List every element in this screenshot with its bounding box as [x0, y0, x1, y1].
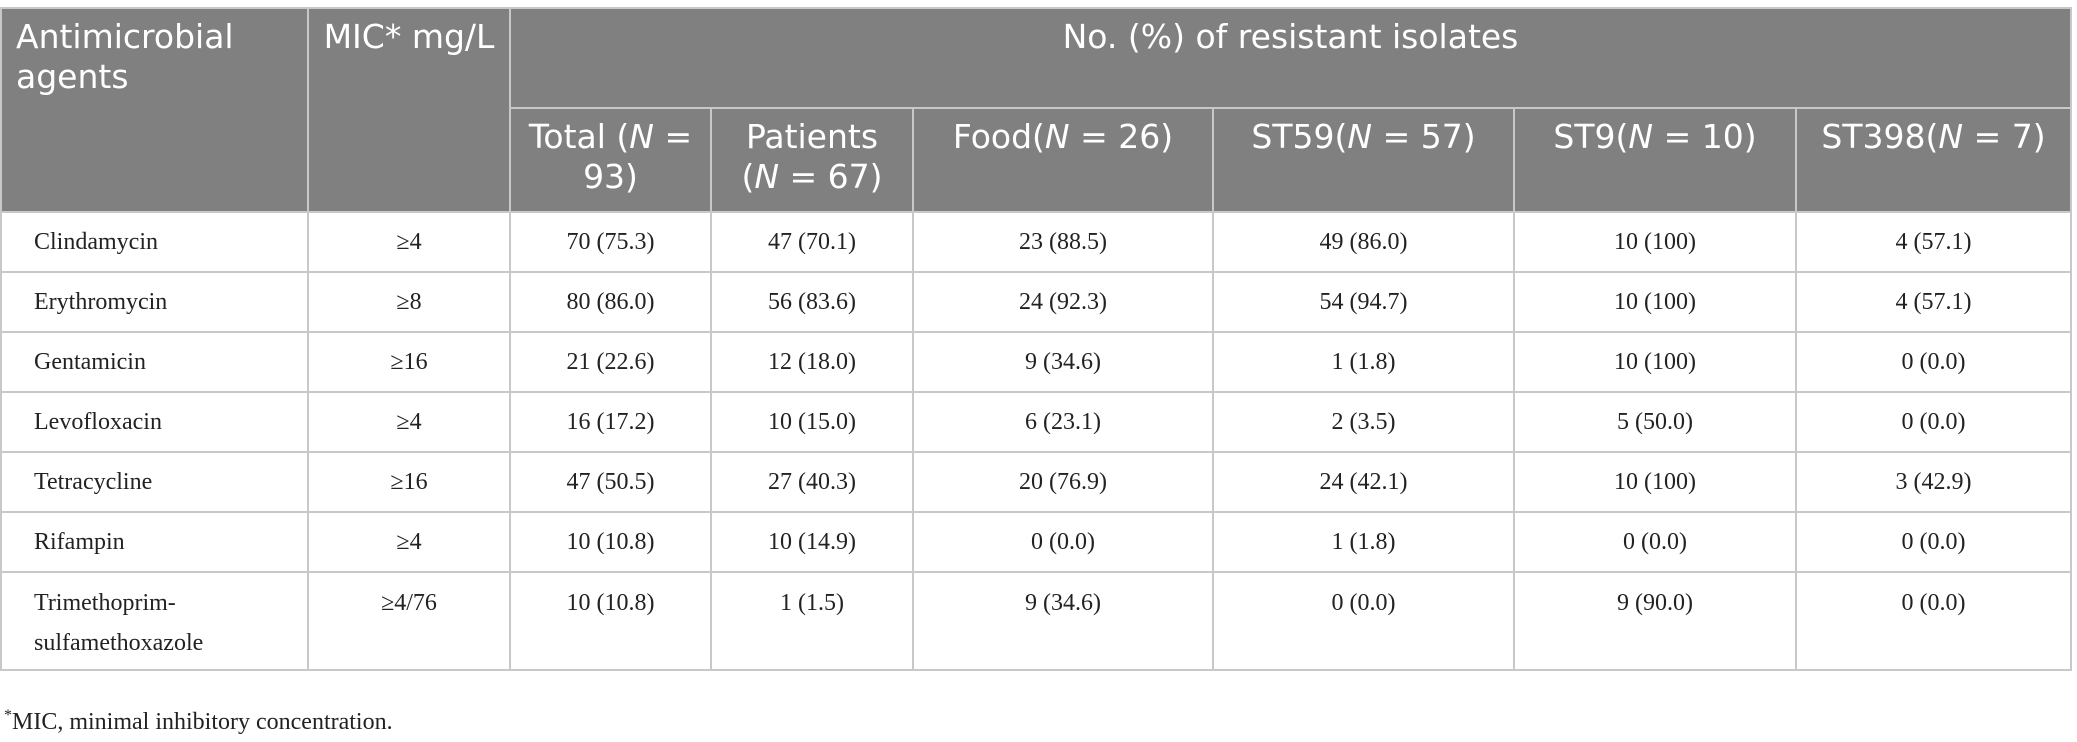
table-row: Levofloxacin ≥4 16 (17.2) 10 (15.0) 6 (23.1)…	[0, 391, 2072, 453]
table-row: Trimethoprim-sulfamethoxazole ≥4/76 10 (10…	[0, 571, 2072, 671]
count-cell: 1 (1.5)	[710, 571, 914, 671]
header-text: N	[754, 157, 780, 196]
count-cell: 47 (70.1)	[710, 211, 914, 273]
count-cell: 0 (0.0)	[1795, 571, 2072, 671]
agent-cell: Rifampin	[0, 511, 309, 573]
table-row: Rifampin ≥4 10 (10.8) 10 (14.9) 0 (0.0) 1 (1.…	[0, 511, 2072, 573]
count-cell: 10 (100)	[1513, 211, 1797, 273]
table-body: Clindamycin ≥4 70 (75.3) 47 (70.1) 23 (88.5)…	[0, 211, 2072, 671]
header-text: = 93)	[583, 117, 693, 196]
count-cell: 24 (92.3)	[912, 271, 1214, 333]
count-cell: 70 (75.3)	[509, 211, 712, 273]
count-cell: 16 (17.2)	[509, 391, 712, 453]
count-cell: 4 (57.1)	[1795, 211, 2072, 273]
count-cell: 6 (23.1)	[912, 391, 1214, 453]
mic-cell: ≥16	[307, 451, 511, 513]
count-cell: 0 (0.0)	[1795, 511, 2072, 573]
count-cell: 27 (40.3)	[710, 451, 914, 513]
footnote: *MIC, minimal inhibitory concentration.	[4, 707, 393, 736]
agent-cell: Erythromycin	[0, 271, 309, 333]
group-header: No. (%) of resistant isolates	[509, 7, 2072, 109]
count-cell: 0 (0.0)	[912, 511, 1214, 573]
count-cell: 0 (0.0)	[1795, 391, 2072, 453]
count-cell: 0 (0.0)	[1513, 511, 1797, 573]
resistance-table: Antimicrobial agents MIC* mg/L No. (%) o…	[0, 7, 2072, 671]
header-text: ST59(	[1251, 117, 1348, 156]
count-cell: 10 (100)	[1513, 331, 1797, 393]
count-cell: 10 (14.9)	[710, 511, 914, 573]
count-cell: 10 (10.8)	[509, 571, 712, 671]
count-cell: 0 (0.0)	[1795, 331, 2072, 393]
count-cell: 1 (1.8)	[1212, 331, 1515, 393]
count-cell: 47 (50.5)	[509, 451, 712, 513]
count-cell: 10 (100)	[1513, 271, 1797, 333]
count-cell: 54 (94.7)	[1212, 271, 1515, 333]
count-cell: 3 (42.9)	[1795, 451, 2072, 513]
header-row: Total (N = 93) Patients (N = 67) Food(N = …	[1, 107, 2072, 213]
column-header: ST59(N = 57)	[1212, 107, 1515, 213]
table-header: Antimicrobial agents MIC* mg/L No. (%) o…	[0, 7, 2072, 213]
count-cell: 2 (3.5)	[1212, 391, 1515, 453]
mic-cell: ≥8	[307, 271, 511, 333]
mic-cell: ≥4	[307, 511, 511, 573]
count-cell: 12 (18.0)	[710, 331, 914, 393]
agent-cell: Gentamicin	[0, 331, 309, 393]
header-text: N	[1938, 117, 1964, 156]
count-cell: 10 (15.0)	[710, 391, 914, 453]
count-cell: 9 (90.0)	[1513, 571, 1797, 671]
table-row: Clindamycin ≥4 70 (75.3) 47 (70.1) 23 (88.5)…	[0, 211, 2072, 273]
count-cell: 21 (22.6)	[509, 331, 712, 393]
header-text: = 67)	[779, 157, 883, 196]
count-cell: 10 (10.8)	[509, 511, 712, 573]
count-cell: 9 (34.6)	[912, 571, 1214, 671]
count-cell: 80 (86.0)	[509, 271, 712, 333]
count-cell: 24 (42.1)	[1212, 451, 1515, 513]
header-text: = 26)	[1069, 117, 1174, 156]
agent-cell: Tetracycline	[0, 451, 309, 513]
mic-cell: ≥16	[307, 331, 511, 393]
count-cell: 20 (76.9)	[912, 451, 1214, 513]
count-cell: 4 (57.1)	[1795, 271, 2072, 333]
table-row: Gentamicin ≥16 21 (22.6) 12 (18.0) 9 (34.6) 1…	[0, 331, 2072, 393]
count-cell: 10 (100)	[1513, 451, 1797, 513]
table-row: Erythromycin ≥8 80 (86.0) 56 (83.6) 24 (92.3…	[0, 271, 2072, 333]
column-header: ST398(N = 7)	[1795, 107, 2072, 213]
count-cell: 9 (34.6)	[912, 331, 1214, 393]
agent-cell: Levofloxacin	[0, 391, 309, 453]
count-cell: 0 (0.0)	[1212, 571, 1515, 671]
header-text: ST9(	[1553, 117, 1629, 156]
mic-cell: ≥4	[307, 391, 511, 453]
header-text: N	[1628, 117, 1654, 156]
header-text: = 10)	[1653, 117, 1757, 156]
agent-cell: Trimethoprim-sulfamethoxazole	[0, 571, 309, 671]
header-text: Food(	[952, 117, 1045, 156]
header-text: Total (	[528, 117, 630, 156]
mic-header: MIC* mg/L	[307, 7, 511, 213]
count-cell: 1 (1.8)	[1212, 511, 1515, 573]
count-cell: 56 (83.6)	[710, 271, 914, 333]
count-cell: 49 (86.0)	[1212, 211, 1515, 273]
column-header: ST9(N = 10)	[1513, 107, 1797, 213]
header-text: ST398(	[1821, 117, 1939, 156]
header-text: = 7)	[1963, 117, 2046, 156]
column-header: Total (N = 93)	[509, 107, 712, 213]
header-row: Antimicrobial agents MIC* mg/L No. (%) o…	[0, 7, 2072, 213]
count-cell: 23 (88.5)	[912, 211, 1214, 273]
table-row: Tetracycline ≥16 47 (50.5) 27 (40.3) 20 (76.…	[0, 451, 2072, 513]
footnote-mark: *	[4, 707, 12, 724]
header-text: N	[1347, 117, 1373, 156]
mic-cell: ≥4	[307, 211, 511, 273]
count-cell: 5 (50.0)	[1513, 391, 1797, 453]
mic-cell: ≥4/76	[307, 571, 511, 671]
column-header: Food(N = 26)	[912, 107, 1214, 213]
agent-header: Antimicrobial agents	[0, 7, 309, 213]
header-text: = 57)	[1372, 117, 1476, 156]
header-text: N	[629, 117, 654, 156]
header-text: N	[1044, 117, 1070, 156]
header-text: Patients (	[741, 117, 879, 196]
column-header: Patients (N = 67)	[710, 107, 914, 213]
footnote-text: MIC, minimal inhibitory concentration.	[12, 709, 393, 735]
agent-cell: Clindamycin	[0, 211, 309, 273]
